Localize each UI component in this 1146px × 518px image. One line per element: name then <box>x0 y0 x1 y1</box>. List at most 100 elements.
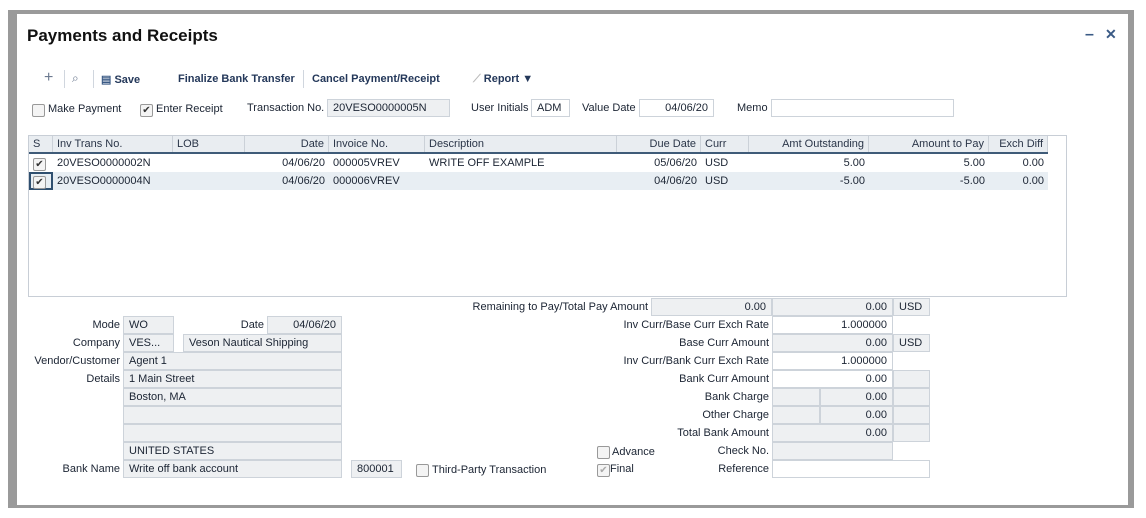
col-amount-to-pay[interactable]: Amount to Pay <box>869 136 989 152</box>
vendor-field[interactable]: Agent 1 <box>123 352 342 370</box>
third-party-checkbox[interactable] <box>416 464 429 477</box>
caret-down-icon: ▼ <box>522 73 534 85</box>
divider <box>64 70 65 88</box>
base-rate-label: Inv Curr/Base Curr Exch Rate <box>623 319 770 331</box>
cell-due-date: 05/06/20 <box>654 157 697 169</box>
user-initials-field[interactable]: ADM <box>531 99 570 117</box>
check-no-label: Check No. <box>717 445 769 457</box>
cell-inv-trans: 20VESO0000004N <box>57 175 151 187</box>
bank-name-field[interactable]: Write off bank account <box>123 460 342 478</box>
col-date[interactable]: Date <box>245 136 329 152</box>
close-icon[interactable]: ✕ <box>1105 26 1117 42</box>
bank-code-field: 800001 <box>351 460 402 478</box>
bank-rate-field[interactable]: 1.000000 <box>772 352 893 370</box>
other-charge-currency <box>893 406 930 424</box>
company-label: Company <box>72 337 120 349</box>
value-date-label: Value Date <box>582 102 636 114</box>
table-row[interactable]: ✔ 20VESO0000004N 04/06/20 000006VREV 04/… <box>29 172 1048 190</box>
table-row[interactable]: ✔ 20VESO0000002N 04/06/20 000005VREV WRI… <box>29 154 1048 172</box>
col-amt-outstanding[interactable]: Amt Outstanding <box>749 136 869 152</box>
reference-field[interactable] <box>772 460 930 478</box>
save-label: Save <box>114 74 141 86</box>
cell-date: 04/06/20 <box>282 157 325 169</box>
col-exch-diff[interactable]: Exch Diff <box>989 136 1048 152</box>
bank-currency <box>893 370 930 388</box>
address-line-4 <box>123 424 342 442</box>
base-currency: USD <box>893 334 930 352</box>
mode-label: Mode <box>92 319 120 331</box>
other-charge-field[interactable]: 0.00 <box>820 406 893 424</box>
transaction-no-label: Transaction No. <box>247 102 325 114</box>
minus-icon[interactable]: – <box>1085 26 1094 43</box>
bank-rate-label: Inv Curr/Bank Curr Exch Rate <box>623 355 770 367</box>
row-select-checkbox[interactable]: ✔ <box>33 158 46 171</box>
cell-description <box>425 172 617 190</box>
save-icon: ▤ <box>101 74 112 86</box>
bank-amount-label: Bank Curr Amount <box>679 373 769 385</box>
row-select-checkbox[interactable]: ✔ <box>33 176 46 189</box>
divider <box>93 70 94 88</box>
cell-amount-to-pay[interactable]: 5.00 <box>963 157 985 169</box>
chart-icon: ⟋ <box>473 73 481 85</box>
cell-curr: USD <box>705 157 729 169</box>
report-label: Report <box>483 73 520 85</box>
country-field: UNITED STATES <box>123 442 342 460</box>
divider <box>303 70 304 88</box>
finalize-bank-transfer-button[interactable]: Finalize Bank Transfer <box>178 73 295 85</box>
make-payment-label: Make Payment <box>48 103 122 115</box>
col-due-date[interactable]: Due Date <box>617 136 701 152</box>
final-label: Final <box>610 463 634 475</box>
mode-field[interactable]: WO <box>123 316 174 334</box>
cell-curr: USD <box>705 175 729 187</box>
advance-label: Advance <box>612 446 655 458</box>
remaining-label: Remaining to Pay/Total Pay Amount <box>472 301 648 313</box>
date-label: Date <box>240 319 264 331</box>
col-description[interactable]: Description <box>425 136 617 152</box>
check-no-field[interactable] <box>772 442 893 460</box>
col-s[interactable]: S <box>29 136 53 152</box>
make-payment-checkbox[interactable] <box>32 104 45 117</box>
cell-lob <box>173 172 245 190</box>
cell-exch-diff: 0.00 <box>1022 157 1044 169</box>
cancel-payment-button[interactable]: Cancel Payment/Receipt <box>312 73 440 85</box>
cell-date: 04/06/20 <box>282 175 325 187</box>
search-icon[interactable]: ⌕ <box>72 71 79 85</box>
bank-charge-field[interactable]: 0.00 <box>820 388 893 406</box>
other-charge-type[interactable] <box>772 406 820 424</box>
details-label: Details <box>86 373 120 385</box>
cell-outstanding: -5.00 <box>839 175 865 187</box>
save-button[interactable]: ▤ Save <box>101 73 140 86</box>
memo-field[interactable] <box>771 99 954 117</box>
cell-description: WRITE OFF EXAMPLE <box>429 157 545 169</box>
base-rate-field[interactable]: 1.000000 <box>772 316 893 334</box>
bank-charge-type[interactable] <box>772 388 820 406</box>
cell-due-date: 04/06/20 <box>654 175 697 187</box>
enter-receipt-checkbox[interactable]: ✔ <box>140 104 153 117</box>
cell-outstanding: 5.00 <box>843 157 865 169</box>
report-button[interactable]: ⟋ Report ▼ <box>473 73 533 86</box>
total-bank-currency <box>893 424 930 442</box>
value-date-field[interactable]: 04/06/20 <box>639 99 714 117</box>
plus-icon[interactable]: + <box>44 69 54 86</box>
total-bank-label: Total Bank Amount <box>677 427 769 439</box>
date-field[interactable]: 04/06/20 <box>267 316 342 334</box>
final-checkbox: ✔ <box>597 464 610 477</box>
company-name-field: Veson Nautical Shipping <box>183 334 342 352</box>
col-curr[interactable]: Curr <box>701 136 749 152</box>
reference-label: Reference <box>718 463 769 475</box>
advance-checkbox[interactable] <box>597 446 610 459</box>
cell-invoice: 000006VREV <box>333 175 400 187</box>
cell-exch-diff: 0.00 <box>1022 175 1044 187</box>
cell-invoice: 000005VREV <box>333 157 400 169</box>
col-lob[interactable]: LOB <box>173 136 245 152</box>
bank-amount-field[interactable]: 0.00 <box>772 370 893 388</box>
col-inv-trans[interactable]: Inv Trans No. <box>53 136 173 152</box>
transaction-no-field[interactable]: 20VESO0000005N <box>327 99 450 117</box>
company-code-field[interactable]: VES... <box>123 334 174 352</box>
total-bank-field: 0.00 <box>772 424 893 442</box>
base-amount-field: 0.00 <box>772 334 893 352</box>
col-invoice[interactable]: Invoice No. <box>329 136 425 152</box>
remaining-field: 0.00 <box>651 298 772 316</box>
cell-amount-to-pay[interactable]: -5.00 <box>959 175 985 187</box>
third-party-label: Third-Party Transaction <box>432 464 547 476</box>
